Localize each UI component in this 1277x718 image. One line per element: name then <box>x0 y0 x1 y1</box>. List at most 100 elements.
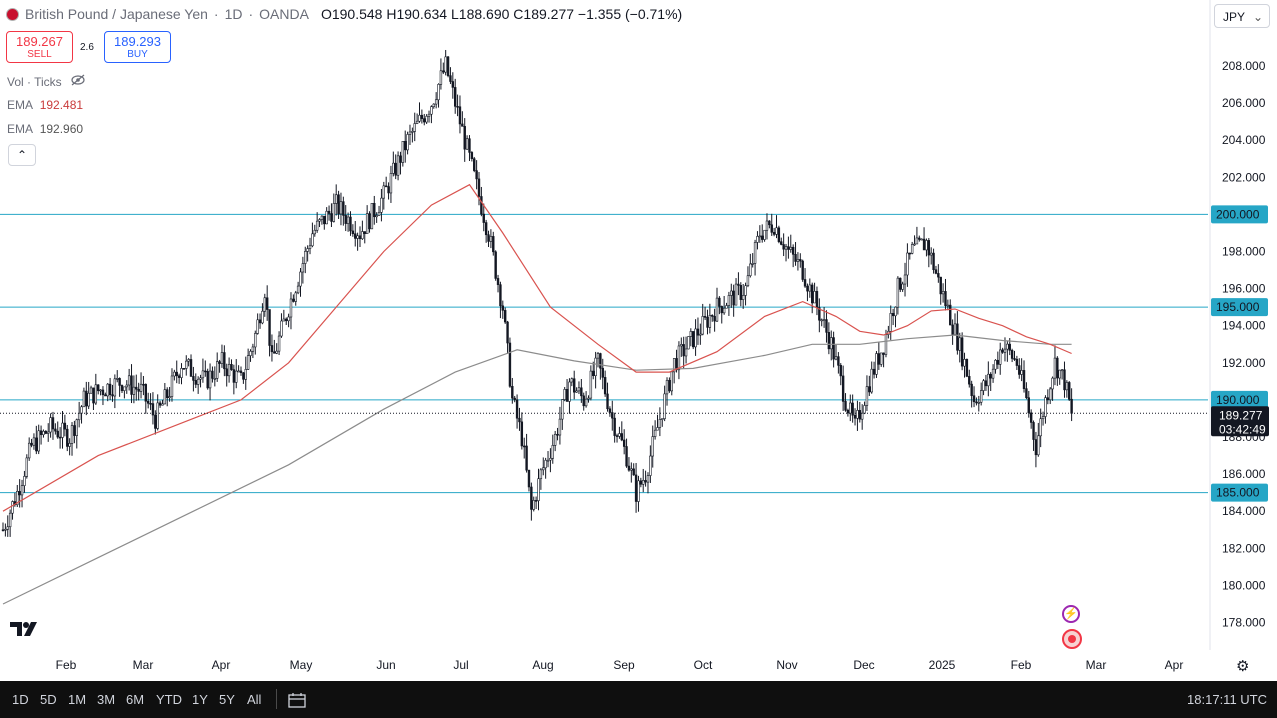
timeframe-all[interactable]: All <box>247 692 262 707</box>
ema-fast-line[interactable] <box>2 183 1072 512</box>
candle-body <box>987 373 990 387</box>
candle-body <box>468 138 471 153</box>
candle-body <box>934 269 938 274</box>
candle-body <box>810 284 814 304</box>
candle-body <box>182 368 186 370</box>
candle-body <box>827 332 831 350</box>
candle-body <box>515 399 519 419</box>
candle-body <box>884 334 888 355</box>
candle-body <box>646 475 650 483</box>
candle-body <box>1068 382 1071 400</box>
candle-body <box>108 383 112 395</box>
candle-body <box>54 428 57 432</box>
candle-body <box>173 371 176 377</box>
candle-body <box>1039 418 1042 437</box>
candle-body <box>513 397 516 401</box>
volume-indicator[interactable]: Vol · Ticks <box>7 74 85 89</box>
buy-button[interactable]: 189.293 BUY <box>104 31 171 63</box>
candle-body <box>594 357 597 377</box>
candle-body <box>111 394 114 397</box>
candle-body <box>268 309 271 346</box>
candle-body <box>642 480 645 485</box>
time-tick-label: Sep <box>613 658 635 672</box>
sell-button[interactable]: 189.267 SELL <box>6 31 73 63</box>
candle-body <box>534 500 538 502</box>
utc-clock[interactable]: 18:17:11 UTC <box>1187 692 1267 707</box>
candle-body <box>960 337 964 367</box>
interval[interactable]: 1D <box>224 6 243 22</box>
candle-body <box>889 313 892 332</box>
candle-body <box>61 422 64 438</box>
candle-body <box>570 378 574 383</box>
record-icon[interactable] <box>1062 629 1082 649</box>
candle-body <box>1041 416 1045 420</box>
timeframe-ytd[interactable]: YTD <box>156 692 182 707</box>
candle-body <box>991 368 995 379</box>
candle-body <box>820 319 823 322</box>
candle-body <box>851 402 854 416</box>
candle-body <box>294 292 297 302</box>
candle-body <box>627 465 631 471</box>
candle-body <box>808 284 812 292</box>
candle-body <box>511 386 514 399</box>
candle-body <box>446 56 450 76</box>
candle-body <box>780 241 783 245</box>
collapse-chevron-icon[interactable]: ⌃ <box>8 144 36 166</box>
currency-select[interactable]: JPY ⌄ <box>1214 4 1270 28</box>
sell-price: 189.267 <box>16 34 63 49</box>
candle-body <box>1029 412 1033 423</box>
candle-body <box>387 186 390 194</box>
candle-body <box>330 213 333 222</box>
tradingview-logo[interactable] <box>10 620 42 644</box>
candle-body <box>765 220 769 231</box>
candle-body <box>423 118 426 123</box>
lightning-alert-icon[interactable]: ⚡ <box>1062 605 1080 623</box>
candle-body <box>273 351 276 354</box>
candle-body <box>837 356 840 366</box>
candle-body <box>1010 350 1014 359</box>
calendar-range-icon[interactable] <box>288 692 306 711</box>
candle-body <box>813 291 816 304</box>
candle-body <box>92 387 95 404</box>
symbol-name[interactable]: British Pound / Japanese Yen <box>25 6 208 22</box>
candle-body <box>116 378 119 380</box>
candle-body <box>872 368 876 375</box>
candle-body <box>839 365 842 377</box>
price-chart[interactable]: 178.000180.000182.000184.000186.000188.0… <box>0 0 1277 681</box>
timeframe-1d[interactable]: 1D <box>12 692 29 707</box>
candle-body <box>16 491 19 506</box>
candle-body <box>439 70 443 85</box>
candle-body <box>1032 422 1035 440</box>
candle-body <box>518 417 521 423</box>
eye-off-icon[interactable] <box>71 74 85 89</box>
timeframe-3m[interactable]: 3M <box>97 692 116 707</box>
ema-slow-line[interactable] <box>2 334 1072 605</box>
timeframe-1m[interactable]: 1M <box>68 692 87 707</box>
timeframe-5d[interactable]: 5D <box>40 692 57 707</box>
timeframe-1y[interactable]: 1Y <box>192 692 208 707</box>
candle-body <box>556 433 559 436</box>
settings-gear-icon[interactable]: ⚙ <box>1236 658 1250 675</box>
candle-body <box>725 305 728 309</box>
candle-body <box>1056 357 1059 379</box>
candle-body <box>877 353 881 365</box>
candle-body <box>492 236 495 253</box>
candle-body <box>332 203 336 222</box>
candle-body <box>508 342 512 387</box>
price-tick-label: 198.000 <box>1222 245 1266 259</box>
toolbar-divider <box>276 689 277 709</box>
candle-body <box>151 403 155 416</box>
candle-body <box>499 284 502 307</box>
candle-body <box>611 412 614 419</box>
candle-body <box>399 155 402 163</box>
timeframe-6m[interactable]: 6M <box>126 692 145 707</box>
ema-fast-legend[interactable]: EMA 192.481 <box>7 98 84 112</box>
candle-body <box>749 263 752 277</box>
change-value: −1.355 (−0.71%) <box>577 6 683 22</box>
candle-body <box>396 155 400 176</box>
candle-body <box>699 333 702 336</box>
candle-body <box>875 353 878 375</box>
ema-slow-legend[interactable]: EMA 192.960 <box>7 122 84 136</box>
timeframe-5y[interactable]: 5Y <box>219 692 235 707</box>
candle-body <box>577 387 581 392</box>
